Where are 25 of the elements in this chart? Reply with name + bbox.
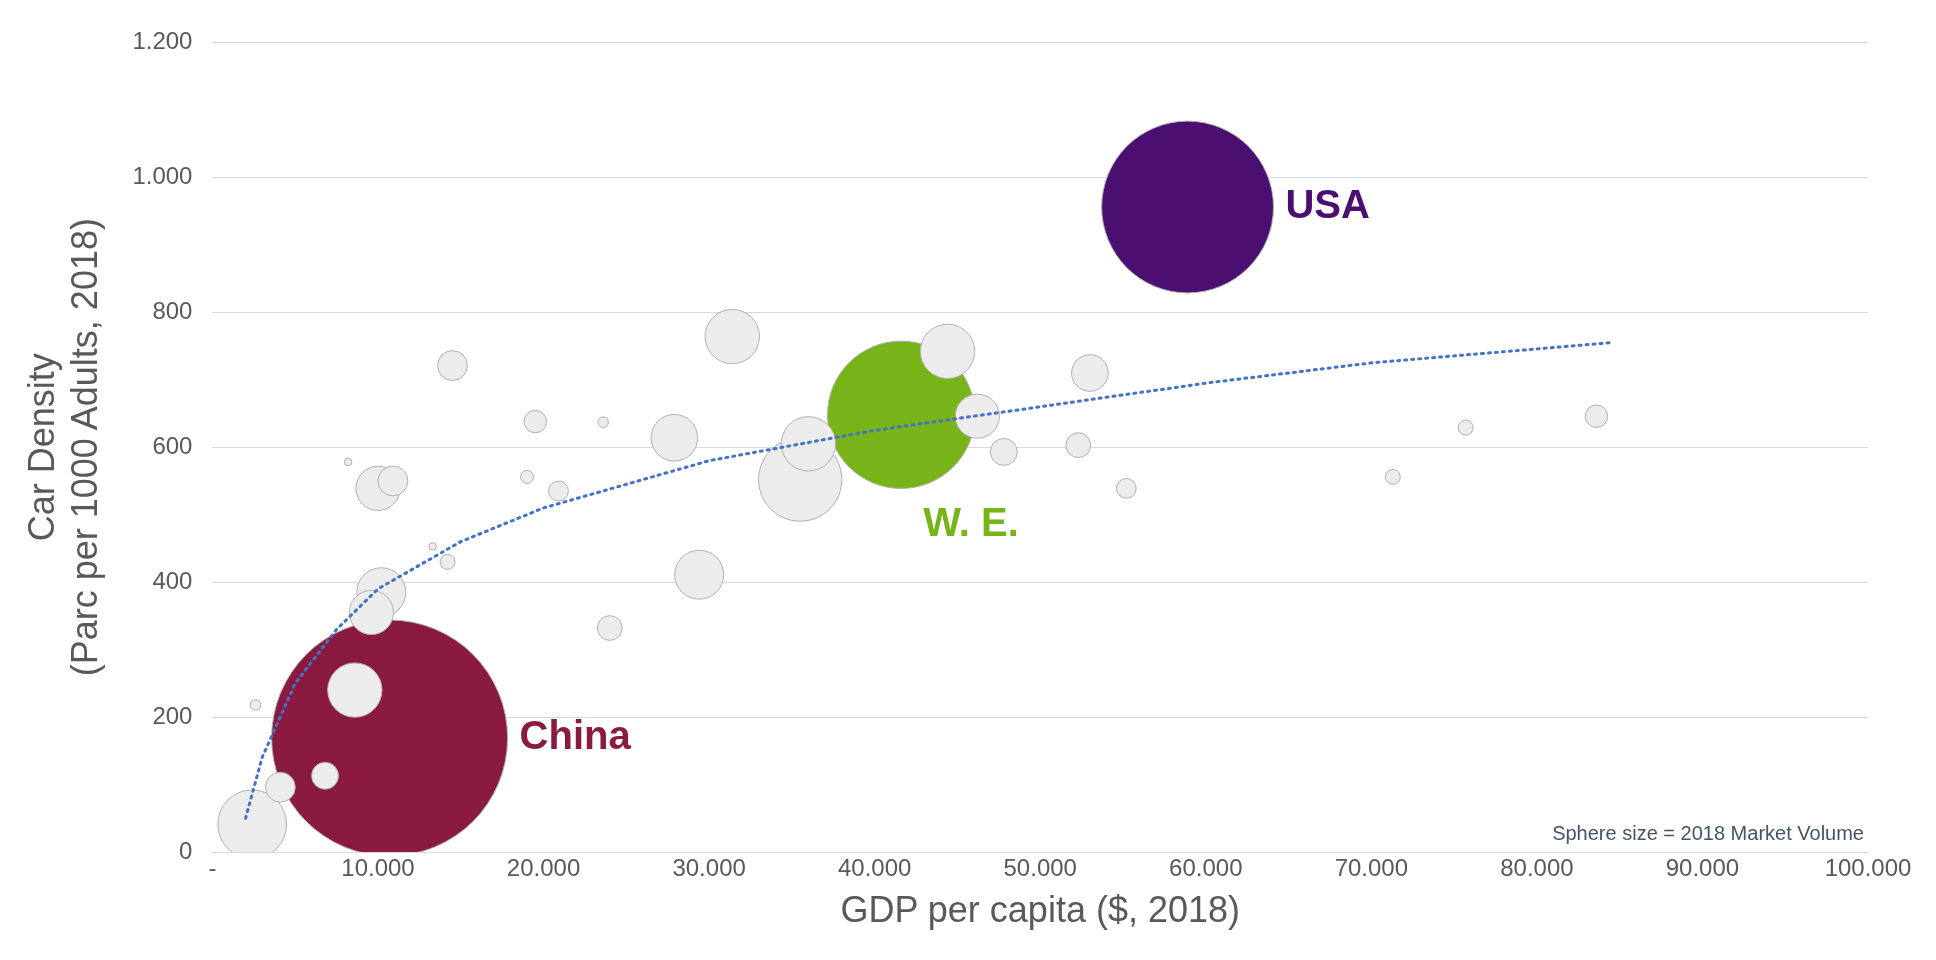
- annotation: Sphere size = 2018 Market Volume: [1552, 821, 1864, 844]
- series-label: W. E.: [923, 500, 1019, 545]
- x-tick-label: 40.000: [837, 854, 912, 882]
- y-tick-label: 600: [152, 431, 193, 459]
- y-axis-title: Car Density (Parc per 1000 Adults, 2018): [20, 218, 105, 677]
- x-tick-label: 20.000: [506, 854, 581, 882]
- y-tick-label: 1.200: [132, 27, 193, 55]
- x-tick-label: 100.000: [1824, 854, 1912, 882]
- series-label: China: [519, 713, 632, 758]
- x-axis-title: GDP per capita ($, 2018): [840, 889, 1241, 931]
- x-tick-label: 50.000: [1003, 854, 1077, 882]
- y-tick-label: 800: [152, 296, 193, 324]
- x-tick-label: 30.000: [672, 854, 746, 882]
- x-tick-label: 80.000: [1500, 854, 1574, 882]
- x-tick-label: -: [208, 854, 217, 882]
- x-tick-label: 60.000: [1169, 854, 1243, 882]
- y-tick-label: 400: [152, 566, 193, 594]
- x-tick-label: 70.000: [1334, 854, 1409, 882]
- y-tick-label: 0: [179, 836, 193, 864]
- x-tick-label: 90.000: [1665, 854, 1740, 882]
- series-label: USA: [1285, 182, 1370, 227]
- x-tick-label: 10.000: [341, 854, 415, 882]
- line-series: [244, 341, 1613, 820]
- y-tick-label: 1.000: [132, 161, 193, 189]
- y-tick-label: 200: [152, 701, 193, 729]
